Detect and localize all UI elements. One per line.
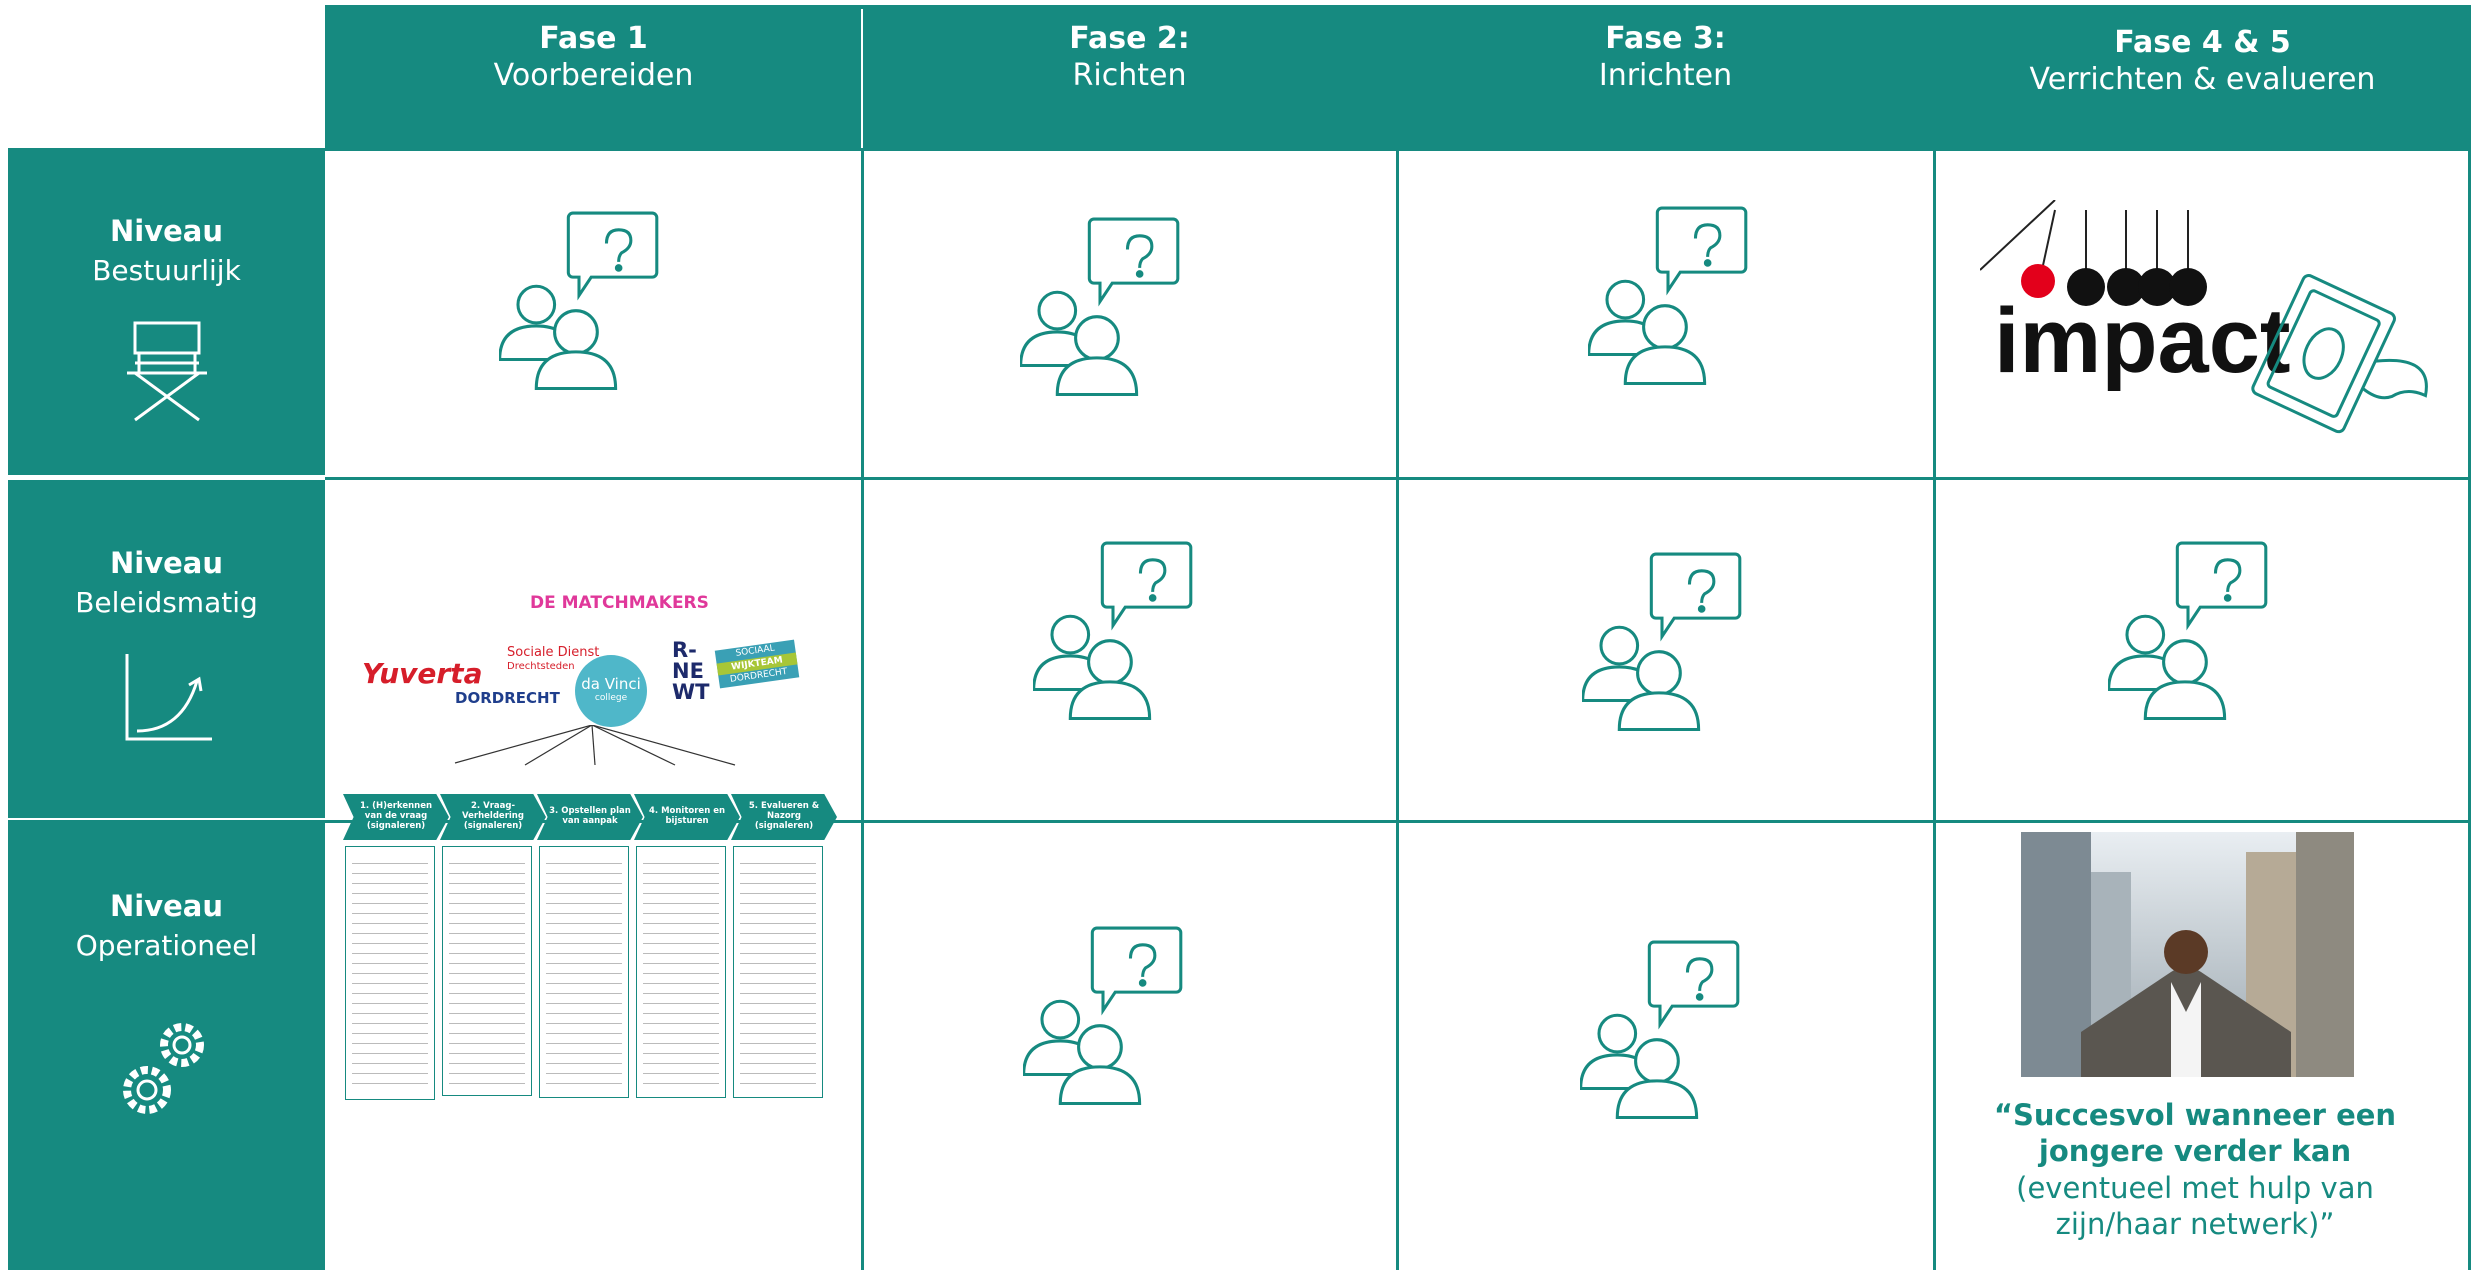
phase: Fase 3: Inrichten (1397, 5, 1934, 148)
grid-line (1396, 148, 1399, 1270)
logo: Drechtsteden (507, 661, 575, 672)
question-icon (1582, 551, 1742, 731)
impact-logo: impact (1980, 200, 2428, 434)
partner-logos: DE MATCHMAKERS Yuverta Sociale Dienst Dr… (345, 585, 815, 785)
step-card (539, 846, 629, 1098)
question-icon (1033, 540, 1193, 720)
phase-subtitle: Inrichten (1598, 58, 1733, 93)
row-title: Niveau (110, 546, 223, 580)
row-label: Niveau Operationeel (8, 823, 325, 1270)
step-card (442, 846, 532, 1096)
grid-line (8, 820, 2471, 823)
grid-line (861, 148, 864, 1270)
process-step: 1. (H)erkennen van de vraag (signaleren) (343, 794, 449, 840)
process-step: 5. Evalueren & Nazorg (signaleren) (731, 794, 837, 840)
divider (861, 9, 863, 148)
chart-icon (125, 654, 212, 741)
question-icon (1588, 205, 1748, 385)
phase-title: Fase 3: (1605, 21, 1726, 56)
quote-bold: “Succesvol wanneer een jongere verder ka… (1993, 1098, 2397, 1169)
logo-text: da Vinci (581, 675, 641, 693)
step-card (733, 846, 823, 1098)
phase-subtitle: Voorbereiden (493, 58, 694, 93)
row-title: Niveau (110, 889, 223, 923)
logo: da Vinci college (575, 655, 647, 727)
question-icon (499, 210, 659, 390)
header-bar: Fase 1 Voorbereiden Fase 2: Richten Fase 3… (325, 5, 2471, 148)
impact-text: impact (1994, 290, 2291, 392)
phase: Fase 2: Richten (862, 5, 1397, 148)
process-step: 3. Opstellen plan van aanpak (537, 794, 643, 840)
logo-text: NE (672, 659, 704, 683)
phase-title: Fase 1 (539, 21, 648, 56)
phase-title: Fase 2: (1069, 21, 1190, 56)
phase-subtitle: Verrichten & evalueren (2029, 62, 2376, 97)
question-icon (2108, 540, 2268, 720)
phase: Fase 1 Voorbereiden (325, 5, 862, 148)
process-step: 2. Vraag-Verheldering (signaleren) (440, 794, 546, 840)
phase: Fase 4 & 5 Verrichten & evalueren (1934, 5, 2471, 152)
question-icon (1580, 939, 1740, 1119)
row-subtitle: Operationeel (75, 929, 258, 962)
row-subtitle: Bestuurlijk (92, 254, 241, 287)
grid-line (1933, 148, 1936, 1270)
logo-text: college (594, 693, 628, 703)
step-card (345, 846, 435, 1100)
question-icon (1020, 216, 1180, 396)
quote: “Succesvol wanneer een jongere verder ka… (1985, 1097, 2405, 1242)
logo: Sociale Dienst (507, 645, 600, 660)
row-title: Niveau (110, 214, 223, 248)
photo (2021, 832, 2354, 1077)
logo: DORDRECHT (455, 689, 560, 707)
arrows (454, 725, 736, 766)
gears-icon (122, 1023, 204, 1114)
row-label: Niveau Bestuurlijk (8, 148, 325, 475)
logo: Yuverta (362, 657, 483, 690)
row-subtitle: Beleidsmatig (75, 586, 258, 619)
phase-title: Fase 4 & 5 (2114, 25, 2291, 60)
step-card (636, 846, 726, 1098)
process-step: 4. Monitoren en bijsturen (634, 794, 740, 840)
phase-subtitle: Richten (1072, 58, 1187, 93)
logo: DE MATCHMAKERS (530, 593, 709, 613)
logo-text: R- (672, 638, 697, 662)
quote-text: (eventueel met hulp van zijn/haar netwer… (2016, 1170, 2374, 1241)
question-icon (1023, 925, 1183, 1105)
row-label: Niveau Beleidsmatig (8, 480, 325, 818)
grid-line (2468, 148, 2471, 1270)
logo-text: WT (672, 680, 710, 704)
chair-icon (126, 321, 207, 422)
logo: R- NE WT (672, 640, 710, 703)
logo: SOCIAAL WIJKTEAM DORDRECHT (714, 639, 800, 689)
